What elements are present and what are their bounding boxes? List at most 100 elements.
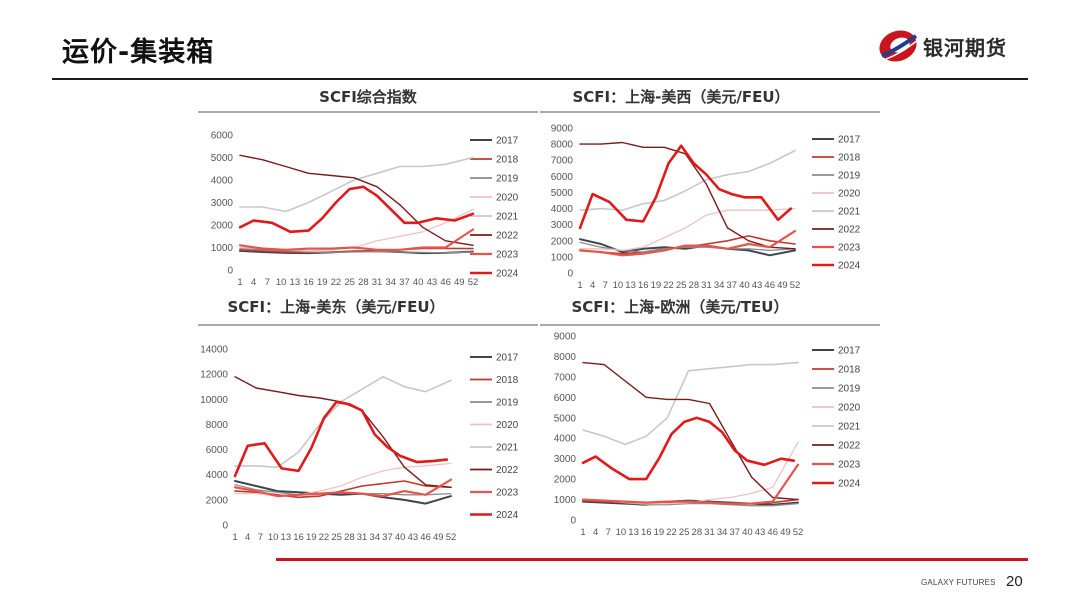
legend-label-2023: 2023 bbox=[838, 243, 861, 254]
series-line-2022 bbox=[579, 141, 796, 250]
x-tick-label: 31 bbox=[372, 277, 383, 288]
y-tick-label: 8000 bbox=[206, 420, 229, 431]
x-tick-label: 43 bbox=[752, 280, 763, 291]
y-tick-label: 2000 bbox=[554, 475, 577, 486]
x-tick-label: 40 bbox=[742, 527, 753, 538]
page-number: 20 bbox=[1006, 573, 1023, 590]
legend-label-2019: 2019 bbox=[496, 174, 519, 185]
legend-label-2023: 2023 bbox=[496, 250, 519, 261]
x-tick-label: 25 bbox=[344, 277, 355, 288]
legend-label-2021: 2021 bbox=[838, 207, 861, 218]
y-tick-label: 6000 bbox=[554, 393, 577, 404]
x-tick-label: 52 bbox=[793, 527, 804, 538]
series-line-2024 bbox=[233, 400, 449, 478]
x-tick-label: 25 bbox=[679, 527, 690, 538]
y-tick-label: 2000 bbox=[211, 221, 234, 232]
chart-scfi-composite: SCFI综合指数 0 1000 2000 3000 4000 5000 6000 1 4 7 10 13… bbox=[198, 88, 538, 288]
x-tick-label: 40 bbox=[413, 277, 424, 288]
x-tick-label: 10 bbox=[613, 280, 624, 291]
y-tick-label: 9000 bbox=[554, 332, 577, 343]
chart-title: SCFI：上海-美东（美元/FEU） bbox=[227, 298, 444, 316]
x-tick-label: 1 bbox=[577, 280, 582, 291]
x-tick-label: 49 bbox=[780, 527, 791, 538]
x-tick-label: 22 bbox=[666, 527, 677, 538]
x-tick-label: 49 bbox=[433, 532, 444, 543]
legend-label-2018: 2018 bbox=[496, 155, 519, 166]
x-tick-label: 46 bbox=[767, 527, 778, 538]
y-tick-label: 7000 bbox=[551, 156, 574, 167]
x-tick-label: 25 bbox=[676, 280, 687, 291]
series-line-2022 bbox=[582, 361, 799, 501]
chart-title: SCFI综合指数 bbox=[319, 88, 418, 106]
x-tick-label: 28 bbox=[689, 280, 700, 291]
y-tick-label: 1000 bbox=[554, 495, 577, 506]
series-line-2024 bbox=[578, 144, 793, 230]
x-tick-label: 34 bbox=[717, 527, 728, 538]
x-tick-label: 16 bbox=[293, 532, 304, 543]
x-tick-label: 16 bbox=[303, 277, 314, 288]
y-tick-label: 5000 bbox=[554, 413, 577, 424]
chart-title: SCFI：上海-欧洲（美元/TEU） bbox=[571, 298, 788, 316]
y-tick-label: 3000 bbox=[554, 454, 577, 465]
legend-label-2022: 2022 bbox=[838, 441, 861, 452]
x-tick-label: 22 bbox=[663, 280, 674, 291]
legend-label-2022: 2022 bbox=[496, 231, 519, 242]
series-line-2024 bbox=[238, 185, 475, 234]
legend-label-2017: 2017 bbox=[496, 353, 519, 364]
legend-label-2024: 2024 bbox=[838, 479, 861, 490]
chart-panel-scfi-composite: SCFI综合指数 0 1000 2000 3000 4000 5000 6000 1 4 7 10 13… bbox=[198, 88, 538, 303]
legend-label-2020: 2020 bbox=[838, 189, 861, 200]
x-tick-label: 7 bbox=[265, 277, 270, 288]
y-tick-label: 0 bbox=[570, 516, 576, 527]
y-tick-label: 6000 bbox=[206, 445, 229, 456]
legend-label-2017: 2017 bbox=[496, 136, 519, 147]
x-tick-label: 34 bbox=[714, 280, 725, 291]
x-tick-label: 40 bbox=[739, 280, 750, 291]
legend-label-2022: 2022 bbox=[496, 465, 519, 476]
y-tick-label: 2000 bbox=[206, 495, 229, 506]
x-tick-label: 19 bbox=[317, 277, 328, 288]
series-line-2017 bbox=[234, 480, 452, 505]
x-tick-label: 22 bbox=[319, 532, 330, 543]
x-tick-label: 4 bbox=[593, 527, 598, 538]
series-line-2022 bbox=[234, 375, 452, 489]
x-tick-label: 34 bbox=[369, 532, 380, 543]
series-line-2019 bbox=[239, 247, 474, 254]
x-tick-label: 28 bbox=[358, 277, 369, 288]
x-tick-label: 31 bbox=[357, 532, 368, 543]
x-tick-label: 37 bbox=[399, 277, 410, 288]
series-line-2023 bbox=[578, 230, 797, 257]
y-tick-label: 7000 bbox=[554, 372, 577, 383]
page-title: 运价-集装箱 bbox=[62, 37, 215, 68]
x-tick-label: 28 bbox=[344, 532, 355, 543]
y-tick-label: 6000 bbox=[211, 131, 234, 142]
x-tick-label: 46 bbox=[764, 280, 775, 291]
x-tick-label: 37 bbox=[726, 280, 737, 291]
y-tick-label: 2000 bbox=[551, 236, 574, 247]
legend-label-2024: 2024 bbox=[496, 269, 519, 280]
y-tick-label: 0 bbox=[227, 266, 233, 277]
x-tick-label: 52 bbox=[790, 280, 801, 291]
x-tick-label: 4 bbox=[590, 280, 595, 291]
legend-label-2018: 2018 bbox=[838, 365, 861, 376]
y-tick-label: 5000 bbox=[211, 153, 234, 164]
legend-label-2020: 2020 bbox=[496, 193, 519, 204]
y-tick-label: 3000 bbox=[211, 198, 234, 209]
legend-label-2019: 2019 bbox=[838, 384, 861, 395]
y-tick-label: 1000 bbox=[551, 252, 574, 263]
x-tick-label: 49 bbox=[777, 280, 788, 291]
x-tick-label: 7 bbox=[258, 532, 263, 543]
legend-label-2020: 2020 bbox=[496, 420, 519, 431]
legend-label-2018: 2018 bbox=[838, 153, 861, 164]
x-tick-label: 52 bbox=[468, 277, 479, 288]
x-tick-label: 40 bbox=[395, 532, 406, 543]
series-line-2021 bbox=[239, 156, 474, 213]
y-tick-label: 8000 bbox=[551, 140, 574, 151]
footer-brand: GALAXY FUTURES bbox=[921, 578, 996, 587]
galaxy-logo-icon bbox=[879, 30, 919, 62]
x-tick-label: 13 bbox=[290, 277, 301, 288]
series-line-2023 bbox=[581, 463, 800, 505]
y-tick-label: 9000 bbox=[551, 124, 574, 135]
x-tick-label: 25 bbox=[331, 532, 342, 543]
y-tick-label: 4000 bbox=[551, 204, 574, 215]
